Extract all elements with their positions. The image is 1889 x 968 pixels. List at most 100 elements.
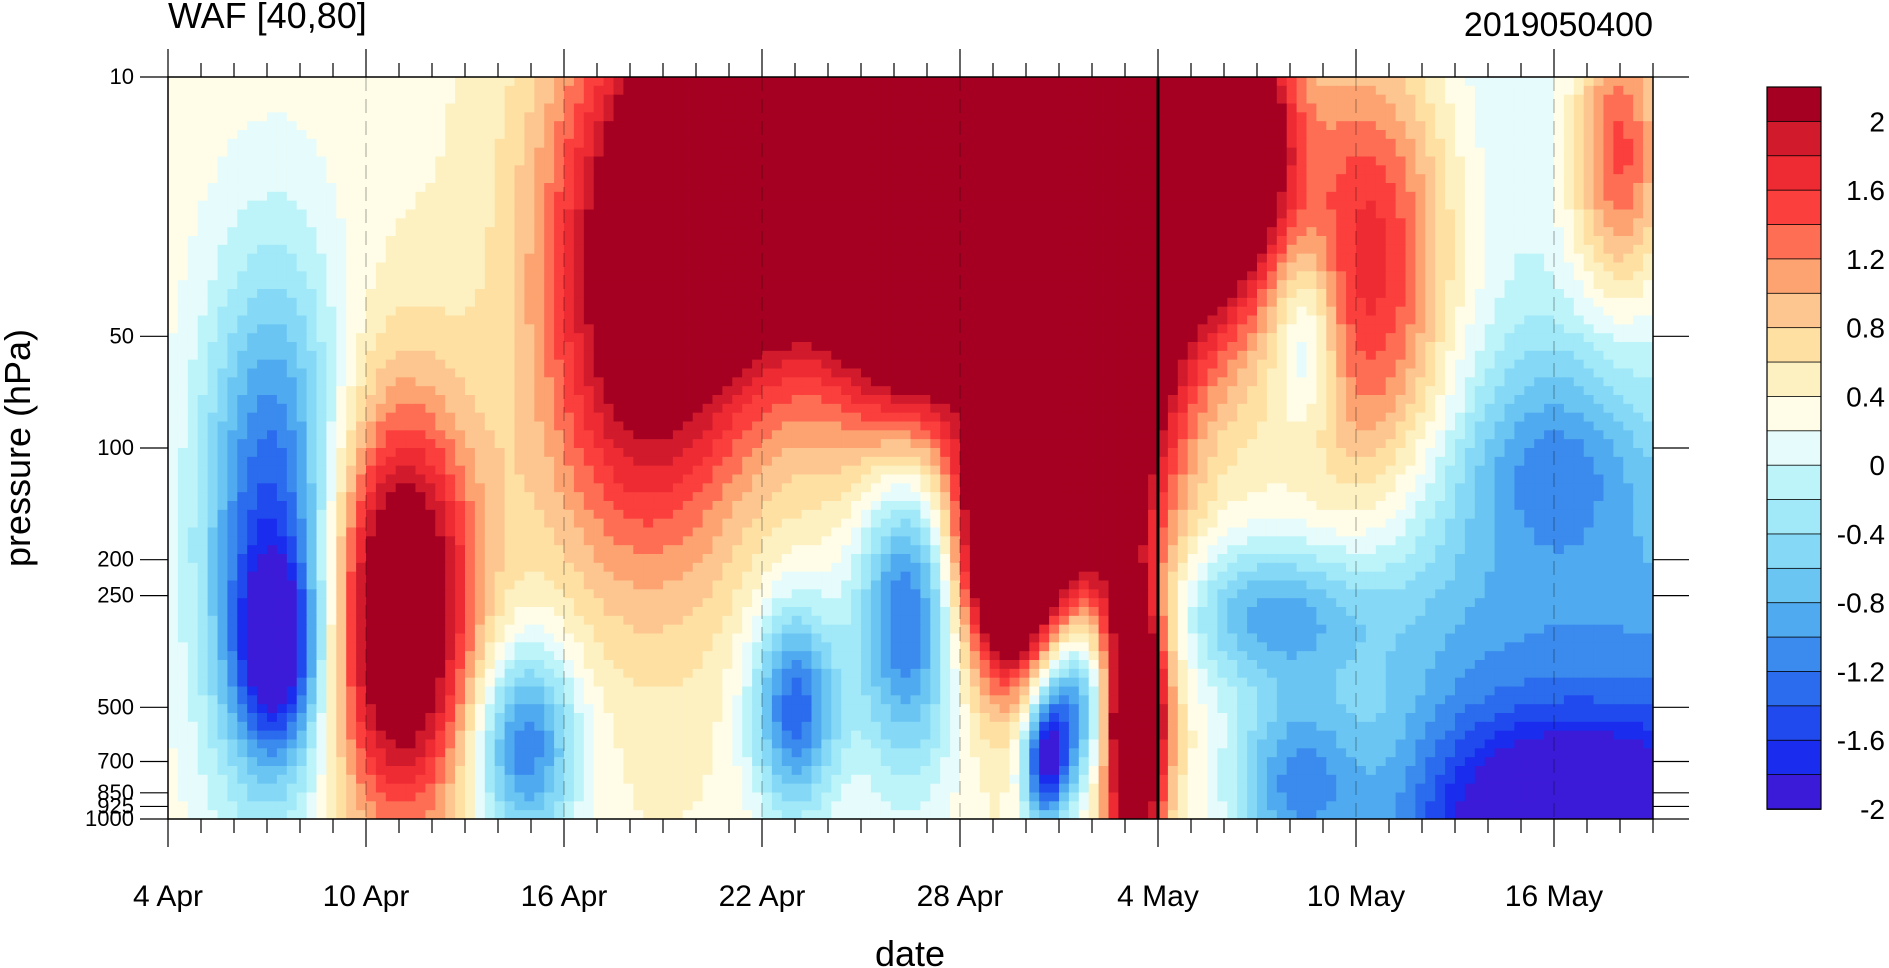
contour-cell [989,244,1001,255]
contour-cell [870,359,882,370]
contour-cell [1623,324,1634,334]
contour-cell [326,85,337,96]
contour-cell [1514,183,1525,193]
contour-cell [1593,253,1605,264]
contour-cell [1603,85,1614,96]
contour-cell [603,200,615,211]
contour-cell [336,271,347,281]
contour-cell [375,183,387,193]
contour-cell [1375,271,1387,281]
contour-cell [1415,138,1426,149]
contour-cell [356,368,367,378]
contour-cell [415,85,426,96]
contour-cell [1603,324,1614,334]
contour-cell [316,130,327,140]
contour-cell [494,297,506,308]
contour-cell [1306,350,1317,361]
contour-cell [1435,121,1446,131]
contour-cell [445,236,456,246]
contour-cell [465,324,476,334]
contour-cell [395,147,407,158]
contour-cell [1167,236,1179,246]
contour-cell [950,112,961,122]
contour-cell [1395,359,1407,370]
contour-cell [435,174,446,184]
contour-cell [267,244,278,255]
contour-cell [1098,103,1110,113]
contour-cell [821,191,832,202]
contour-cell [1108,174,1119,184]
contour-cell [762,191,773,202]
contour-cell [1474,342,1486,352]
contour-cell [1504,306,1515,317]
contour-cell [573,342,585,352]
contour-cell [722,324,733,334]
contour-cell [1623,342,1634,352]
contour-cell [415,94,426,105]
contour-cell [1286,324,1298,334]
contour-cell [1167,156,1179,166]
contour-cell [1504,262,1515,272]
contour-cell [1108,183,1119,193]
contour-cell [504,227,516,237]
contour-cell [1336,112,1347,122]
contour-cell [1009,333,1020,343]
contour-cell [1039,94,1050,105]
contour-cell [1524,112,1535,122]
contour-cell [554,165,565,175]
contour-cell [831,94,842,105]
contour-cell [1247,324,1258,334]
contour-cell [1098,200,1110,211]
contour-cell [1633,342,1644,352]
contour-cell [1484,271,1496,281]
contour-cell [1247,271,1258,281]
contour-cell [811,183,822,193]
contour-cell [1613,315,1624,325]
contour-cell [841,218,852,228]
contour-cell [1187,315,1199,325]
contour-cell [197,174,209,184]
contour-cell [1534,218,1545,228]
contour-cell [722,333,733,343]
contour-cell [1197,333,1209,343]
contour-cell [1068,147,1080,158]
contour-cell [1227,138,1238,149]
contour-cell [1138,209,1149,219]
contour-cell [672,280,684,290]
contour-cell [1385,209,1397,219]
contour-cell [1128,147,1139,158]
contour-cell [227,165,238,175]
contour-cell [504,324,516,334]
contour-cell [960,156,971,166]
contour-cell [1118,271,1129,281]
contour-cell [385,147,397,158]
contour-cell [1296,112,1308,122]
contour-cell [1257,191,1268,202]
contour-cell [366,289,377,299]
contour-cell [286,191,298,202]
contour-cell [940,253,951,264]
contour-cell [732,209,743,219]
contour-cell [969,306,981,317]
contour-cell [702,306,714,317]
contour-cell [643,103,654,113]
contour-cell [425,165,436,175]
contour-cell [1167,218,1179,228]
contour-cell [762,289,773,299]
contour-cell [1603,191,1614,202]
contour-cell [1474,262,1486,272]
contour-cell [1494,253,1506,264]
contour-cell [1187,253,1199,264]
contour-cell [1296,227,1308,237]
contour-cell [593,85,605,96]
contour-cell [1494,359,1506,370]
contour-cell [742,350,753,361]
contour-cell [1365,209,1377,219]
contour-cell [1613,200,1624,211]
contour-cell [1326,218,1337,228]
contour-cell [1049,121,1060,131]
contour-cell [445,342,456,352]
contour-cell [187,342,199,352]
contour-cell [276,209,288,219]
contour-cell [1138,289,1149,299]
